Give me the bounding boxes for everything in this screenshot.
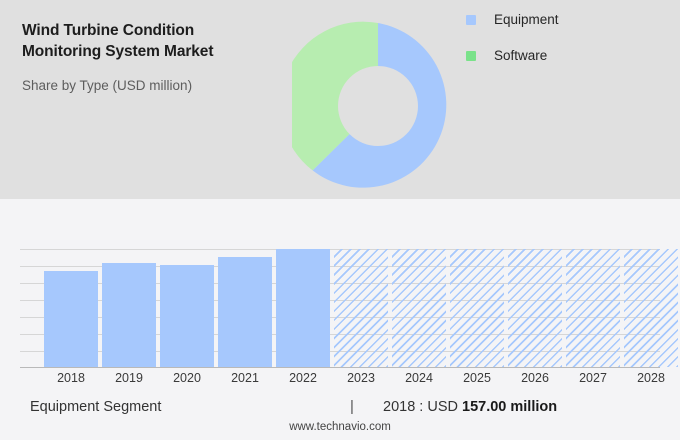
footer-value: 2018 : USD 157.00 million: [383, 399, 557, 415]
footer-divider: |: [350, 398, 354, 415]
x-label-2024: 2024: [405, 371, 433, 385]
bar-2022[interactable]: [276, 249, 330, 367]
bar-2025[interactable]: [450, 249, 504, 367]
donut-chart: [292, 20, 464, 192]
top-panel: Wind Turbine Condition Monitoring System…: [0, 0, 680, 199]
bar-2019[interactable]: [102, 263, 156, 367]
x-label-2020: 2020: [173, 371, 201, 385]
bar-2023[interactable]: [334, 249, 388, 367]
bar-2026[interactable]: [508, 249, 562, 367]
bar-2024[interactable]: [392, 249, 446, 367]
x-label-2022: 2022: [289, 371, 317, 385]
page-subtitle: Share by Type (USD million): [22, 78, 193, 93]
x-label-2021: 2021: [231, 371, 259, 385]
segment-label: Equipment Segment: [30, 399, 162, 415]
page-title-line2: Monitoring System Market: [22, 43, 214, 60]
legend: Equipment Software: [466, 12, 666, 84]
bar-2018[interactable]: [44, 271, 98, 367]
x-label-2026: 2026: [521, 371, 549, 385]
bar-series-equipment: [20, 249, 678, 368]
page-title-line1: Wind Turbine Condition: [22, 22, 195, 39]
x-label-2025: 2025: [463, 371, 491, 385]
footer-value-amount: 157.00 million: [462, 399, 558, 415]
square-swatch-icon: [466, 15, 476, 25]
bar-2020[interactable]: [160, 265, 214, 367]
square-swatch-icon: [466, 51, 476, 61]
x-label-2028: 2028: [637, 371, 665, 385]
x-label-2019: 2019: [115, 371, 143, 385]
bar-chart: [20, 249, 678, 368]
x-axis-labels: 2018 2019 2020 2021 2022 2023 2024 2025 …: [20, 371, 665, 389]
legend-item-software[interactable]: Software: [466, 48, 666, 84]
legend-item-label: Equipment: [494, 12, 559, 27]
x-axis-line: [20, 367, 660, 368]
donut-slice-software[interactable]: [292, 21, 378, 171]
legend-item-label: Software: [494, 48, 548, 63]
bar-2028[interactable]: [624, 249, 678, 367]
bar-2027[interactable]: [566, 249, 620, 367]
x-label-2027: 2027: [579, 371, 607, 385]
x-label-2023: 2023: [347, 371, 375, 385]
donut-hole: [338, 66, 418, 146]
donut-chart-svg: [292, 21, 447, 188]
legend-item-equipment[interactable]: Equipment: [466, 12, 666, 48]
page-title: Wind Turbine Condition Monitoring System…: [22, 20, 282, 62]
x-label-2018: 2018: [57, 371, 85, 385]
source-url: www.technavio.com: [289, 421, 391, 433]
footer-value-year: 2018 : USD: [383, 399, 462, 415]
bar-2021[interactable]: [218, 257, 272, 367]
